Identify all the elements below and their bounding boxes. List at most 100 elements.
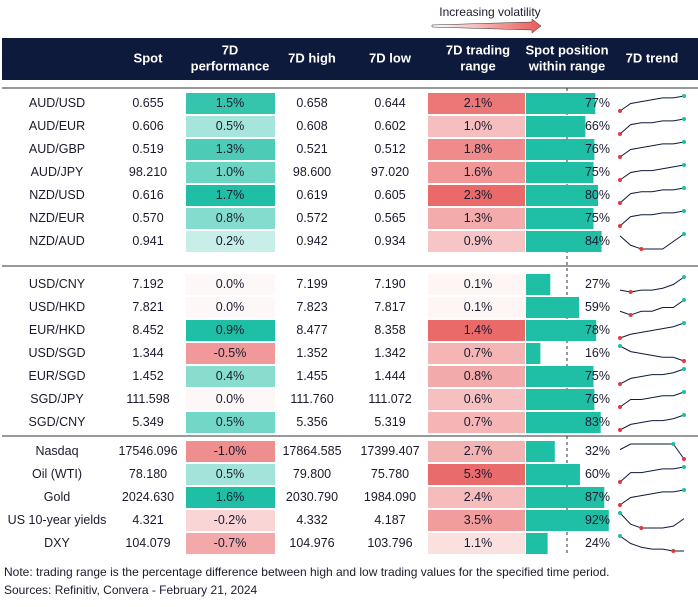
position-bar [526,93,596,114]
column-header: range [460,58,495,73]
trend-min [618,178,622,182]
position-label: 75% [585,211,610,225]
trend-line [619,535,684,552]
trend-max [682,488,686,492]
cell: 1.3% [216,142,245,156]
perf-cell [186,139,275,160]
row-label: NZD/USD [29,188,85,202]
cell: 3.5% [464,513,493,527]
cell: 4.332 [296,513,327,527]
range-cell [428,533,525,554]
position-bar [526,208,594,229]
cell: 75.780 [371,467,409,481]
row-label: SGD/CNY [29,415,87,429]
trend-min [628,313,633,317]
cell: 0.1% [464,300,493,314]
cell: 0.521 [296,142,327,156]
cell: 2024.630 [122,490,174,504]
trend-max [682,209,686,213]
cell: 0.572 [296,211,327,225]
cell: 4.321 [132,513,163,527]
cell: 0.941 [132,234,163,248]
range-cell [428,320,525,341]
column-header: within range [528,58,606,73]
perf-cell [186,343,275,364]
range-cell [428,139,525,160]
perf-cell [186,231,275,252]
position-bar [526,510,609,531]
trend-max [618,511,622,515]
cell: 0.1% [464,277,493,291]
trend-max [682,163,686,167]
cell: 0.8% [464,369,493,383]
trend-min [618,382,622,386]
position-bar [526,533,548,554]
trend-max [682,321,686,325]
cell: 2030.790 [286,490,338,504]
trend-min [618,405,622,409]
cell: 0.0% [216,392,245,406]
cell: 78.180 [129,467,167,481]
cell: 2.7% [464,444,493,458]
note: Sources: Refinitiv, Convera - February 2… [4,583,258,597]
trend-max [682,117,686,121]
perf-cell [186,464,275,485]
cell: 103.796 [367,536,412,550]
row-label: AUD/GBP [29,142,85,156]
cell: 2.3% [464,188,493,202]
cell: 0.644 [374,96,405,110]
cell: 104.079 [125,536,170,550]
perf-cell [186,366,275,387]
trend-line [619,391,685,408]
cell: 5.319 [374,415,405,429]
position-bar [526,162,594,183]
cell: 1.352 [296,346,327,360]
trend-line [619,95,685,112]
column-header: performance [191,58,270,73]
cell: 1.4% [464,323,493,337]
position-bar [526,366,594,387]
range-cell [428,464,525,485]
position-label: 59% [585,300,610,314]
cell: -1.0% [214,444,247,458]
range-cell [428,297,525,318]
trend-min [618,503,622,507]
trend-line [619,164,685,181]
row-label: AUD/USD [29,96,85,110]
perf-cell [186,510,275,531]
position-bar [526,412,601,433]
position-label: 83% [585,415,610,429]
row-label: SGD/JPY [30,392,84,406]
position-bar [526,297,580,318]
cell: 17546.096 [118,444,177,458]
cell: 0.8% [216,211,245,225]
range-cell [428,162,525,183]
row-label: USD/SGD [29,346,86,360]
trend-min [639,526,644,530]
cell: 7.817 [374,300,405,314]
trend-line [619,466,685,483]
cell: 1.342 [374,346,405,360]
column-header: 7D trend [626,50,679,65]
row-label: DXY [44,536,70,550]
cell: -0.5% [214,346,247,360]
trend-line [619,233,685,250]
column-header: Spot position [525,42,608,57]
perf-cell [186,412,275,433]
trend-max [682,140,686,144]
column-header: 7D high [288,50,336,65]
cell: 5.349 [132,415,163,429]
trend-line [619,299,685,316]
trend-min [618,224,622,228]
position-label: 32% [585,444,610,458]
perf-cell [186,389,275,410]
position-bar [526,274,551,295]
range-cell [428,441,525,462]
range-cell [428,93,525,114]
cell: 8.477 [296,323,327,337]
cell: 7.192 [132,277,163,291]
position-label: 24% [585,536,610,550]
range-cell [428,274,525,295]
cell: 98.210 [129,165,167,179]
